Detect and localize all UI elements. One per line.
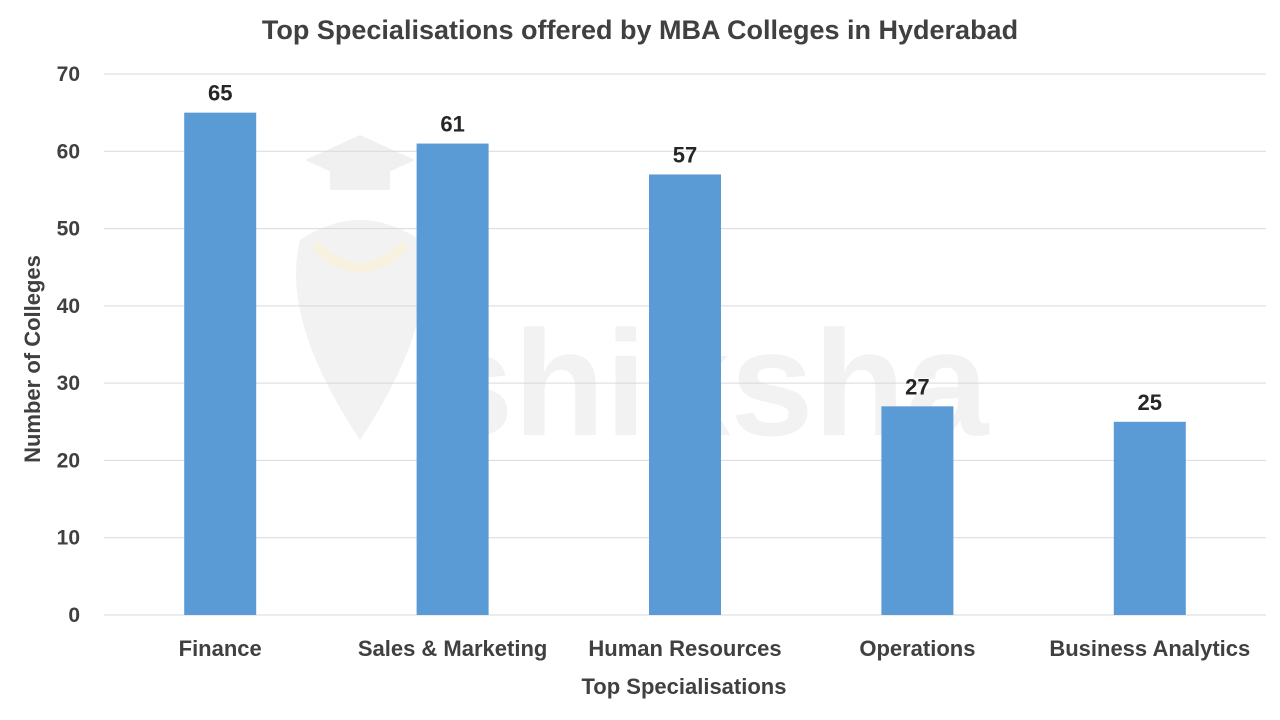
y-tick-label: 20 [57, 449, 80, 472]
y-tick-label: 70 [57, 63, 80, 86]
y-axis-label: Number of Colleges [20, 255, 45, 463]
nib-arc-shape [311, 241, 409, 273]
x-tick-label: Sales & Marketing [358, 636, 548, 661]
y-tick-label: 0 [68, 604, 80, 627]
bar [184, 112, 257, 616]
y-tick-label: 60 [57, 140, 80, 163]
x-tick-label: Finance [179, 636, 262, 661]
x-axis-label: Top Specialisations [582, 674, 787, 699]
bar [416, 143, 489, 616]
x-tick-label: Business Analytics [1049, 636, 1250, 661]
x-tick-label: Operations [859, 636, 975, 661]
x-tick-label: Human Resources [588, 636, 781, 661]
data-label: 27 [905, 374, 929, 399]
y-tick-label: 50 [57, 218, 80, 241]
pen-nib-shape [296, 220, 424, 440]
bar [649, 174, 721, 615]
y-tick-label: 10 [57, 527, 80, 550]
chart-title: Top Specialisations offered by MBA Colle… [262, 15, 1018, 45]
bar [1113, 421, 1186, 615]
data-label: 25 [1138, 390, 1162, 415]
data-label: 65 [208, 81, 232, 106]
data-label: 57 [673, 142, 697, 167]
data-label: 61 [440, 112, 464, 137]
y-tick-label: 40 [57, 295, 80, 318]
cap-base-shape [330, 168, 390, 190]
y-tick-label: 30 [57, 372, 80, 395]
bar [881, 406, 954, 615]
